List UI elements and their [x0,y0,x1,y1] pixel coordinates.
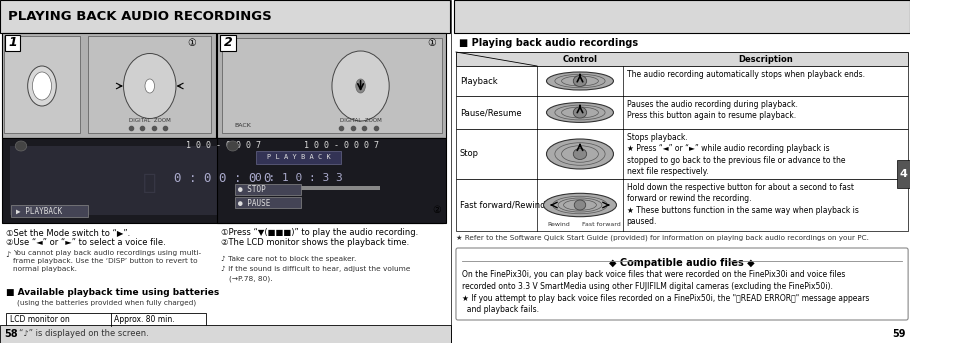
Bar [217,33,446,138]
Bar [456,129,907,179]
Bar [0,0,450,33]
Ellipse shape [573,107,586,118]
Bar [246,186,379,190]
Bar [6,313,206,326]
Ellipse shape [574,200,585,210]
Text: ①: ① [187,38,196,48]
Text: ①: ① [427,38,436,48]
Text: You cannot play back audio recordings using multi-
frame playback. Use the ‘DISP: You cannot play back audio recordings us… [13,250,201,272]
Ellipse shape [123,54,175,118]
Bar [456,96,907,129]
Bar [255,151,341,164]
Text: ▶ PLAYBACK: ▶ PLAYBACK [16,206,62,215]
Text: Control: Control [562,55,597,63]
Text: ♪: ♪ [6,250,11,259]
Text: ● PAUSE: ● PAUSE [238,199,271,208]
Text: (using the batteries provided when fully charged): (using the batteries provided when fully… [17,299,196,306]
Text: The audio recording automatically stops when playback ends.: The audio recording automatically stops … [626,70,863,79]
Text: Playback: Playback [459,76,497,85]
Ellipse shape [28,66,56,106]
Text: ■ Playing back audio recordings: ■ Playing back audio recordings [458,38,638,48]
Text: Stop: Stop [459,150,478,158]
Bar [456,179,907,231]
Ellipse shape [546,103,613,122]
Ellipse shape [543,193,616,217]
Text: PLAYING BACK AUDIO RECORDINGS: PLAYING BACK AUDIO RECORDINGS [8,10,271,23]
Text: Pauses the audio recording during playback.
Press this button again to resume pl: Pauses the audio recording during playba… [626,100,797,120]
Ellipse shape [546,139,613,169]
Ellipse shape [355,79,365,93]
Text: 1 0 0 - 0 0 0 7: 1 0 0 - 0 0 0 7 [304,142,378,151]
Bar [5,35,20,51]
Text: P L A Y B A C K: P L A Y B A C K [267,154,330,160]
Ellipse shape [145,79,154,93]
Text: Hold down the respective button for about a second to fast
forward or rewind the: Hold down the respective button for abou… [626,183,858,226]
Ellipse shape [546,72,613,90]
Ellipse shape [332,51,389,121]
Text: Fast forward/Rewind: Fast forward/Rewind [459,201,545,210]
Bar [246,186,284,190]
Bar [234,197,301,208]
Bar [234,184,301,195]
Text: Fast forward: Fast forward [581,222,619,227]
Text: 58: 58 [4,329,17,339]
Text: ♪ Take care not to block the speaker.: ♪ Take care not to block the speaker. [221,256,356,262]
Text: 1 0 0 - 0 0 0 7: 1 0 0 - 0 0 0 7 [186,142,260,151]
Bar [222,38,441,133]
Text: ②: ② [432,205,441,215]
Bar [456,66,907,96]
Ellipse shape [32,72,51,100]
Text: BACK: BACK [234,123,252,128]
Text: 🎤: 🎤 [143,173,156,193]
Bar [4,36,80,133]
FancyBboxPatch shape [456,248,907,320]
Text: “♪” is displayed on the screen.: “♪” is displayed on the screen. [19,330,149,339]
Text: 0 : 0 0 : 0 0: 0 : 0 0 : 0 0 [174,173,272,186]
Text: DIGITAL  ZOOM: DIGITAL ZOOM [129,118,171,122]
Text: 4: 4 [899,169,906,179]
Ellipse shape [15,141,27,151]
Text: ②The LCD monitor shows the playback time.: ②The LCD monitor shows the playback time… [221,238,409,247]
Bar [454,0,909,33]
Text: ①Set the Mode switch to “▶”.: ①Set the Mode switch to “▶”. [6,228,130,237]
Bar [220,35,235,51]
Text: ②Use “◄” or “►” to select a voice file.: ②Use “◄” or “►” to select a voice file. [6,238,165,247]
Text: ①Press “▼(■■■)” to play the audio recording.: ①Press “▼(■■■)” to play the audio record… [221,228,418,237]
Bar [2,138,442,223]
Text: 0 : 1 0 : 3 3: 0 : 1 0 : 3 3 [254,173,342,183]
Text: Approx. 80 min.: Approx. 80 min. [114,315,175,324]
Text: ● STOP: ● STOP [238,186,266,194]
Text: ♪ If the sound is difficult to hear, adjust the volume: ♪ If the sound is difficult to hear, adj… [221,266,410,272]
Text: On the FinePix30i, you can play back voice files that were recorded on the FineP: On the FinePix30i, you can play back voi… [461,270,868,315]
Text: 1: 1 [8,36,17,49]
Text: ★ Refer to the Software Quick Start Guide (provided) for information on playing : ★ Refer to the Software Quick Start Guid… [456,234,868,240]
Text: ■ Available playback time using batteries: ■ Available playback time using batterie… [6,288,219,297]
Bar [0,325,451,343]
Text: Pause/Resume: Pause/Resume [459,108,521,117]
Bar [896,160,909,188]
Bar [456,52,907,66]
Text: Rewind: Rewind [547,222,570,227]
Bar [11,205,88,217]
Ellipse shape [573,149,586,159]
Text: 59: 59 [892,329,905,339]
Bar [88,36,211,133]
Text: (→P.78, 80).: (→P.78, 80). [229,276,273,283]
Bar [217,138,446,223]
Text: Stops playback.
★ Press “◄” or “►” while audio recording playback is
stopped to : Stops playback. ★ Press “◄” or “►” while… [626,133,844,176]
Text: DIGITAL  ZOOM: DIGITAL ZOOM [339,118,381,122]
Ellipse shape [573,75,586,86]
Text: 2: 2 [223,36,233,49]
Bar [10,146,433,215]
Ellipse shape [227,141,238,151]
Bar [2,33,215,138]
Text: ◆ Compatible audio files ◆: ◆ Compatible audio files ◆ [609,258,754,268]
Text: LCD monitor on: LCD monitor on [10,315,70,324]
Text: Description: Description [738,55,792,63]
